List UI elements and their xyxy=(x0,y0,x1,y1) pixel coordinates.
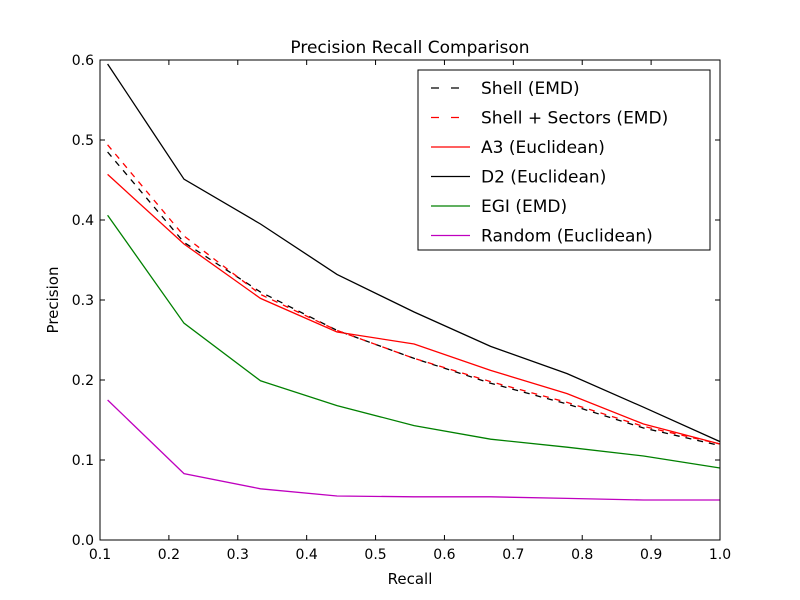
legend-label: EGI (EMD) xyxy=(481,197,567,217)
x-tick-label: 0.8 xyxy=(571,547,593,563)
x-tick-label: 0.1 xyxy=(89,547,111,563)
x-axis-label: Recall xyxy=(388,570,433,588)
legend-label: Random (Euclidean) xyxy=(481,227,653,247)
legend-box xyxy=(417,69,711,251)
y-tick-label: 0.1 xyxy=(72,453,94,469)
y-tick-label: 0.4 xyxy=(72,213,94,229)
x-tick-label: 0.9 xyxy=(640,547,662,563)
x-tick-label: 0.4 xyxy=(296,547,318,563)
series-line-6 xyxy=(107,399,720,501)
axis-ticks: 0.1 0.2 0.3 0.4 0.5 0.6 0.7 0.8 0.9 1.00.00.10.20… xyxy=(72,53,731,563)
x-tick-label: 0.3 xyxy=(227,547,249,563)
series-line-4 xyxy=(107,63,721,443)
chart-title: Precision Recall Comparison xyxy=(290,38,529,58)
plot-area xyxy=(107,63,721,501)
series-line-3 xyxy=(107,173,721,445)
x-tick-label: 0.6 xyxy=(433,547,455,563)
y-tick-label: 0.5 xyxy=(72,133,94,149)
series-line-1 xyxy=(107,151,721,447)
series-line-5 xyxy=(107,214,721,469)
legend-label: A3 (Euclidean) xyxy=(481,138,605,158)
legend-label: Shell (EMD) xyxy=(481,79,580,99)
y-tick-label: 0.0 xyxy=(72,533,94,549)
legend-label: Shell + Sectors (EMD) xyxy=(481,109,668,129)
y-tick-label: 0.3 xyxy=(72,293,94,309)
y-tick-label: 0.2 xyxy=(72,373,94,389)
x-tick-label: 0.5 xyxy=(364,547,386,563)
y-axis-label: Precision xyxy=(44,267,62,334)
x-tick-label: 0.2 xyxy=(158,547,180,563)
y-tick-label: 0.6 xyxy=(72,53,94,69)
legend-label: D2 (Euclidean) xyxy=(481,168,606,188)
x-tick-label: 1.0 xyxy=(709,547,731,563)
x-tick-label: 0.7 xyxy=(502,547,524,563)
legend: Shell (EMD) Shell + Sectors (EMD) A3 (Eucl… xyxy=(417,69,711,251)
